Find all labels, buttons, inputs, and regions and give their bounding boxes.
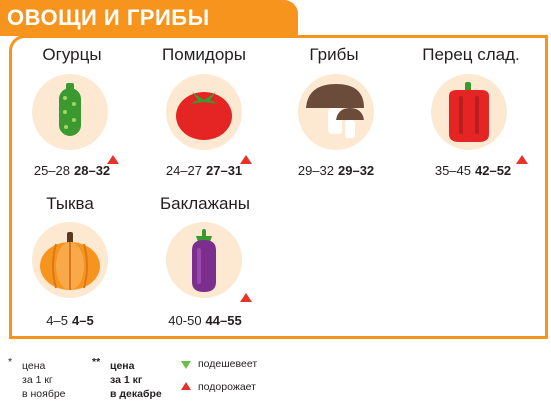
item-name: Помидоры	[162, 45, 246, 64]
page-title: ОВОЩИ И ГРИБЫ	[7, 5, 210, 30]
price-up-marker	[240, 293, 252, 302]
title-banner: ОВОЩИ И ГРИБЫ	[0, 0, 298, 36]
price-up-marker	[516, 155, 528, 164]
price-december: 27–31	[206, 163, 243, 178]
item-prices: 24–27 27–31	[134, 163, 274, 179]
price-december: 29–32	[338, 163, 375, 178]
legend-december-line3: в декабре	[110, 388, 162, 400]
price-up-marker	[107, 155, 119, 164]
legend-december-line2: за 1 кг	[110, 374, 143, 386]
icon-circle	[166, 74, 242, 150]
legend-star-double: **	[92, 356, 101, 368]
icon-circle	[32, 74, 108, 150]
price-december: 44–55	[205, 313, 242, 328]
legend-november-line3: в ноябре	[22, 388, 66, 400]
item-name: Грибы	[309, 45, 359, 64]
price-up-marker	[240, 155, 252, 164]
legend-star-single: *	[8, 356, 13, 368]
icon-circle	[166, 222, 242, 298]
item-name: Перец слад.	[422, 45, 520, 64]
price-december: 42–52	[475, 163, 512, 178]
item-prices: 25–28 28–32	[2, 163, 142, 179]
mushroom-icon	[306, 84, 364, 138]
price-up-legend-icon	[181, 382, 191, 390]
pepper-icon	[449, 82, 489, 142]
icon-circle	[298, 74, 374, 150]
item-prices: 35–45 42–52	[403, 163, 543, 179]
cucumber-icon	[59, 83, 81, 136]
price-november: 40-50	[168, 313, 202, 328]
legend-november-line2: за 1 кг	[22, 374, 53, 386]
icon-circle	[32, 222, 108, 298]
item-name: Огурцы	[42, 45, 102, 64]
legend-cheaper: подешевеет	[198, 358, 258, 370]
legend-pricier: подорожает	[198, 381, 256, 393]
pumpkin-icon	[40, 232, 100, 290]
item-prices: 40-50 44–55	[135, 313, 275, 329]
price-december: 4–5	[72, 313, 94, 328]
price-november: 35–45	[434, 163, 471, 178]
price-november: 29–32	[297, 163, 334, 178]
price-november: 25–28	[33, 163, 70, 178]
price-december: 28–32	[74, 163, 111, 178]
price-november: 4–5	[46, 313, 68, 328]
item-name: Тыква	[46, 194, 94, 213]
price-down-legend-icon	[181, 361, 191, 369]
tomato-icon	[176, 92, 232, 140]
legend-november-line1: цена	[22, 360, 46, 372]
eggplant-icon	[192, 229, 216, 292]
price-november: 24–27	[165, 163, 202, 178]
legend-december-line1: цена	[110, 360, 135, 372]
item-prices: 29–32 29–32	[266, 163, 406, 179]
icon-circle	[431, 74, 507, 150]
item-name: Баклажаны	[159, 194, 251, 213]
item-prices: 4–5 4–5	[0, 313, 140, 329]
